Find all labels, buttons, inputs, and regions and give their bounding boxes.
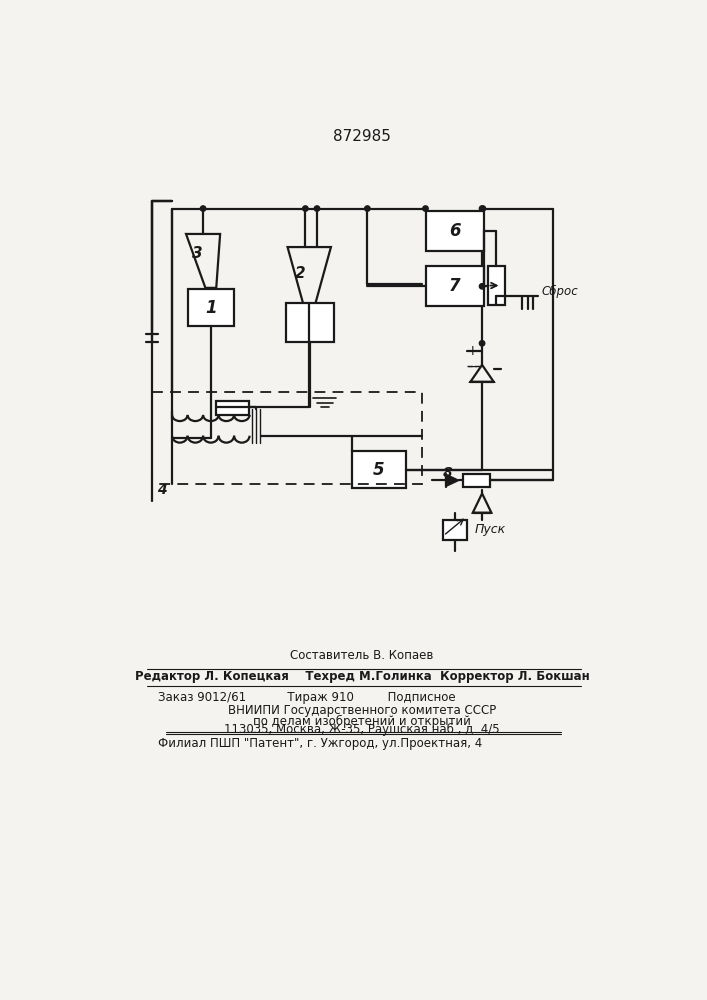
Circle shape [315,206,320,211]
Bar [462,474,490,487]
Text: 1: 1 [205,299,216,317]
Text: Редактор Л. Копецкая    Техред М.Голинка  Корректор Л. Бокшан: Редактор Л. Копецкая Техред М.Голинка Ко… [134,670,590,683]
Circle shape [200,206,206,211]
Text: Заказ 9012/61           Тираж 910         Подписное: Заказ 9012/61 Тираж 910 Подписное [158,691,456,704]
Text: по делам изобретений и открытий: по делам изобретений и открытий [253,715,471,728]
Text: Филиал ПШП "Патент", г. Ужгород, ул.Проектная, 4: Филиал ПШП "Патент", г. Ужгород, ул.Прое… [158,737,482,750]
Text: +: + [466,344,478,358]
Bar [488,266,505,305]
Bar [216,401,249,415]
Bar [426,211,484,251]
Text: −: − [466,359,478,373]
Bar [443,520,467,540]
Bar [152,392,421,484]
Text: 2: 2 [295,266,305,282]
Text: ВНИИПИ Государственного комитета СССР: ВНИИПИ Государственного комитета СССР [228,704,496,717]
Text: 3: 3 [192,246,202,261]
Text: 5: 5 [373,461,385,479]
Bar [352,451,406,488]
Circle shape [479,341,485,346]
Circle shape [303,206,308,211]
Circle shape [480,206,486,211]
Circle shape [365,206,370,211]
Circle shape [423,206,428,211]
Text: 7: 7 [449,277,460,295]
Circle shape [479,284,485,289]
Text: Составитель В. Копаев: Составитель В. Копаев [291,649,433,662]
Text: 872985: 872985 [333,129,391,144]
Circle shape [479,206,485,211]
Text: 113035, Москва, Ж-35, Раушская наб., д. 4/5: 113035, Москва, Ж-35, Раушская наб., д. … [224,723,500,736]
Text: 4: 4 [156,483,166,497]
Text: Пуск: Пуск [474,523,506,536]
Bar [286,303,334,342]
Text: 8: 8 [443,466,452,480]
Bar [187,289,234,326]
Bar [426,266,484,306]
Text: 6: 6 [449,222,460,240]
Text: Сброс: Сброс [542,285,578,298]
Polygon shape [445,474,459,487]
